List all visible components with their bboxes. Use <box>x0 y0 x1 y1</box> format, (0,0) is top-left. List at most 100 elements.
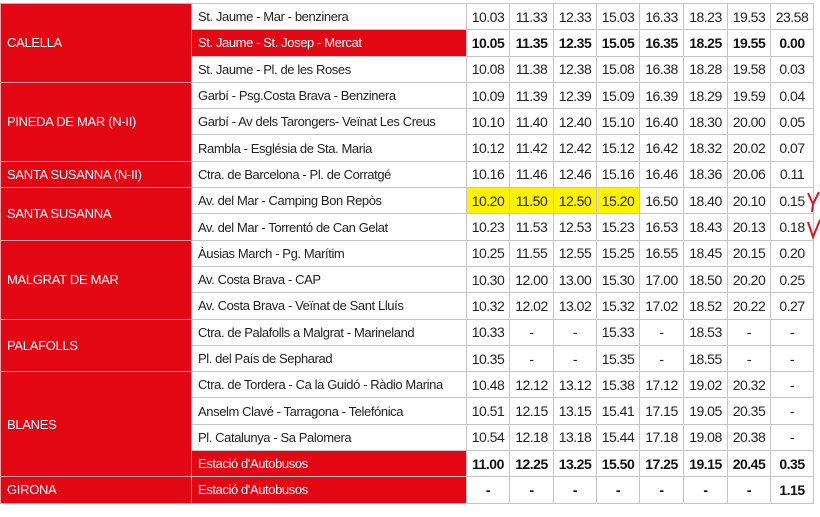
timetable-row: St. Jaume - Pl. de les Roses 10.08 11.38 12… <box>1 55 814 83</box>
departure-time: 0.00 <box>770 29 814 57</box>
departure-time: 12.38 <box>553 55 597 83</box>
stop-name: Àusias March - Pg. Marítim <box>191 239 467 267</box>
departure-time: 20.00 <box>727 108 771 136</box>
departure-time: 16.55 <box>639 239 684 267</box>
departure-time: 15.03 <box>596 2 640 31</box>
departure-time: 0.05 <box>770 108 814 136</box>
departure-time: - <box>553 318 597 346</box>
departure-time: - <box>509 318 554 346</box>
departure-time: 10.54 <box>466 423 510 452</box>
departure-time: - <box>770 344 814 373</box>
departure-time: - <box>770 371 814 399</box>
departure-time: 12.12 <box>509 371 554 399</box>
departure-time: 18.30 <box>683 108 728 136</box>
departure-time: 15.30 <box>596 265 640 294</box>
departure-time: 18.29 <box>683 81 728 110</box>
departure-time: - <box>727 318 771 346</box>
departure-time: 13.25 <box>553 450 597 478</box>
departure-time: 15.08 <box>596 55 640 83</box>
departure-time: 0.18 <box>770 213 814 241</box>
departure-time: 10.16 <box>466 160 510 189</box>
departure-time: 11.00 <box>466 450 510 478</box>
departure-time: 17.25 <box>639 450 684 478</box>
departure-time: 11.38 <box>509 55 554 83</box>
departure-time: 10.05 <box>466 29 510 57</box>
departure-time: - <box>639 318 684 346</box>
departure-time: 16.42 <box>639 134 684 162</box>
timetable-row: PALAFOLLS Ctra. de Palafolls a Malgrat - … <box>0 318 814 373</box>
departure-time: 13.15 <box>553 397 597 425</box>
departure-time: 12.18 <box>509 423 554 452</box>
departure-time: - <box>466 476 510 504</box>
town-name: MALGRAT DE MAR <box>0 239 192 320</box>
departure-time: 13.12 <box>553 371 597 399</box>
stop-name: Estació d'Autobusos <box>191 450 467 478</box>
departure-time: 20.38 <box>727 423 771 452</box>
departure-time: 15.16 <box>596 160 640 189</box>
departure-time: 0.27 <box>770 292 814 320</box>
departure-time: 12.40 <box>553 108 597 136</box>
departure-time: - <box>509 476 554 504</box>
departure-time: 15.41 <box>596 397 640 425</box>
stop-name: Pl. del País de Sepharad <box>191 344 467 373</box>
departure-time: 16.40 <box>639 108 684 136</box>
departure-time: - <box>770 397 814 425</box>
departure-time: 12.46 <box>553 160 597 189</box>
departure-time: 18.23 <box>683 2 728 31</box>
stop-name: St. Jaume - Mar - benzinera <box>191 2 467 31</box>
timetable-row: SANTA SUSANNA (N-II) Ctra. de Barcelona -… <box>0 160 814 189</box>
stop-name: Av. Costa Brava - Veïnat de Sant Lluís <box>191 292 467 320</box>
departure-time: 18.40 <box>683 187 728 215</box>
departure-time: - <box>553 476 597 504</box>
town-name: PINEDA DE MAR (N-II) <box>0 81 192 162</box>
timetable-row: Pl. del País de Sepharad 10.35- -15.35-18.… <box>1 344 814 373</box>
departure-time: 18.43 <box>683 213 728 241</box>
departure-time: 15.25 <box>596 239 640 267</box>
departure-time: 20.06 <box>727 160 771 189</box>
stop-name: Anselm Clavé - Tarragona - Telefónica <box>191 397 467 425</box>
stop-name: St. Jaume - Pl. de les Roses <box>191 55 467 83</box>
departure-time: 10.51 <box>466 397 510 425</box>
departure-time: 10.09 <box>466 81 510 110</box>
town-name: SANTA SUSANNA <box>0 187 192 241</box>
departure-time: 18.55 <box>683 344 728 373</box>
departure-time: - <box>639 344 684 373</box>
departure-time: 15.20 <box>596 187 640 215</box>
departure-time: - <box>683 476 728 504</box>
departure-time: 18.28 <box>683 55 728 83</box>
departure-time: 15.09 <box>596 81 640 110</box>
stop-name: Ctra. de Tordera - Ca la Guidó - Ràdio M… <box>191 371 467 399</box>
town-name: SANTA SUSANNA (N-II) <box>0 160 192 189</box>
departure-time: 11.55 <box>509 239 554 267</box>
stop-name: Av. Costa Brava - CAP <box>191 265 467 294</box>
stop-name: Ctra. de Barcelona - Pl. de Corratgé <box>191 160 467 189</box>
departure-time: 12.15 <box>509 397 554 425</box>
stop-name: Av. del Mar - Camping Bon Repòs <box>191 187 467 215</box>
departure-time: 0.07 <box>770 134 814 162</box>
departure-time: 10.23 <box>466 213 510 241</box>
departure-time: 15.33 <box>596 318 640 346</box>
departure-time: 0.11 <box>770 160 814 189</box>
departure-time: 19.58 <box>727 55 771 83</box>
departure-time: 10.35 <box>466 344 510 373</box>
handwritten-check-marks <box>807 191 820 240</box>
stop-name: Ctra. de Palafolls a Malgrat - Marinelan… <box>191 318 467 346</box>
red-check-mark-icon <box>807 191 820 213</box>
departure-time: 16.33 <box>639 2 684 31</box>
departure-time: 11.35 <box>509 29 554 57</box>
departure-time: 16.39 <box>639 81 684 110</box>
departure-time: 23.58 <box>770 2 814 31</box>
departure-time: 20.32 <box>727 371 771 399</box>
departure-time: 15.44 <box>596 423 640 452</box>
departure-time: 16.38 <box>639 55 684 83</box>
departure-time: 12.55 <box>553 239 597 267</box>
departure-time: 17.15 <box>639 397 684 425</box>
departure-time: 12.35 <box>553 29 597 57</box>
departure-time: 15.50 <box>596 450 640 478</box>
departure-time: 20.45 <box>727 450 771 478</box>
departure-time: 12.50 <box>553 187 597 215</box>
departure-time: 13.18 <box>553 423 597 452</box>
departure-time: 18.25 <box>683 29 728 57</box>
departure-time: 12.42 <box>553 134 597 162</box>
departure-time: 10.32 <box>466 292 510 320</box>
